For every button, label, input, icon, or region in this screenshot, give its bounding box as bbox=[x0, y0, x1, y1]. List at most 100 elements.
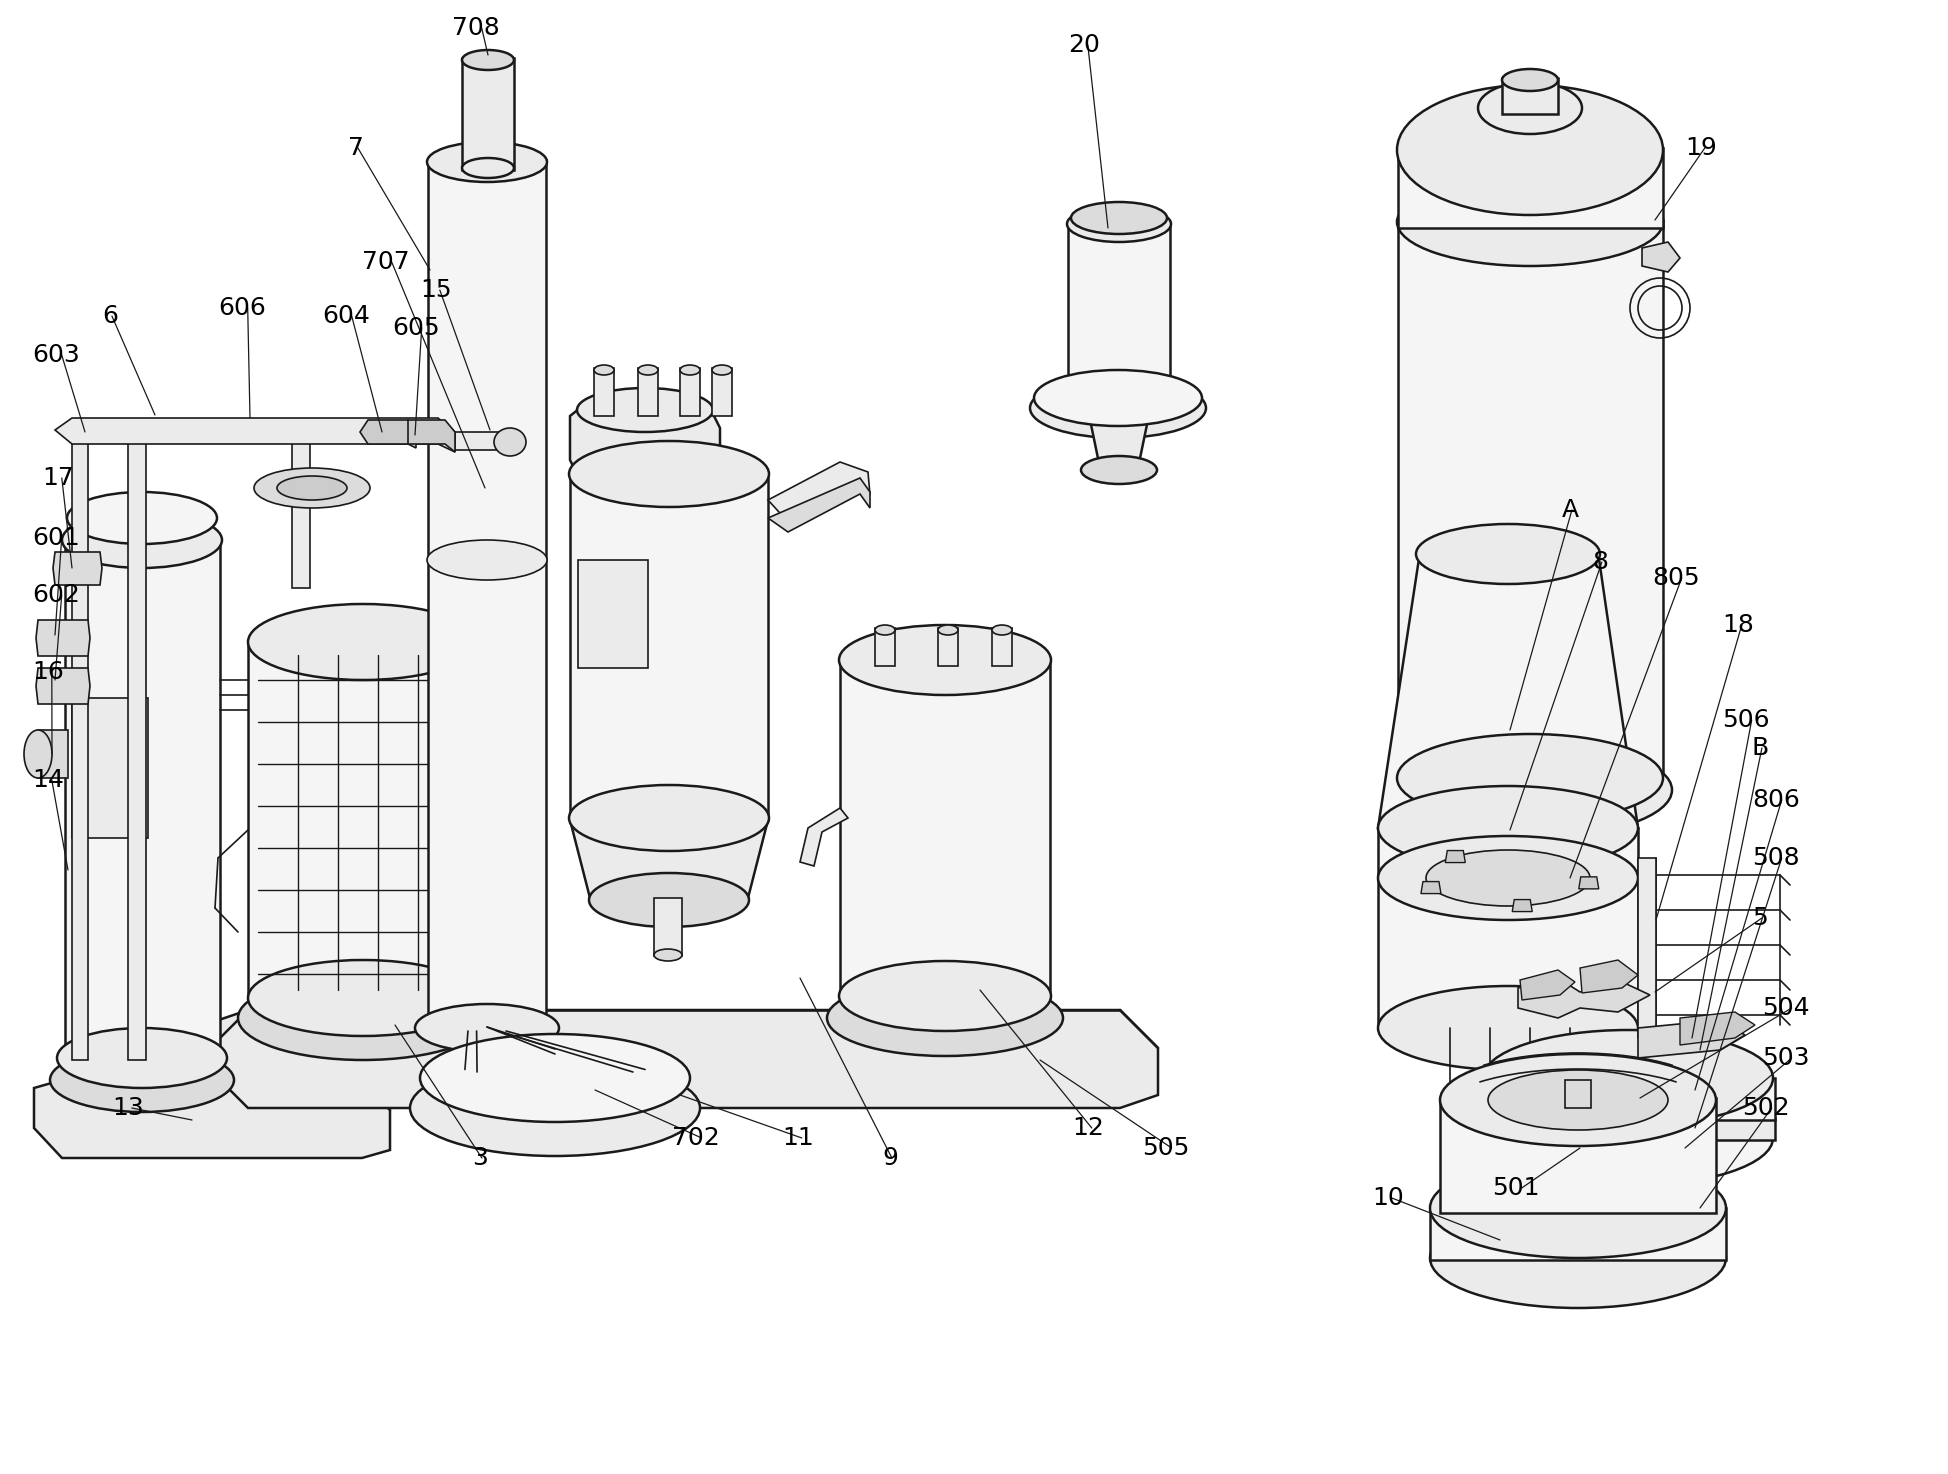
Ellipse shape bbox=[23, 730, 53, 778]
Text: 702: 702 bbox=[672, 1126, 719, 1150]
Polygon shape bbox=[571, 820, 768, 898]
Bar bbox=[655, 898, 682, 957]
Bar bbox=[292, 441, 310, 588]
Bar bbox=[1068, 223, 1171, 410]
Bar bbox=[1564, 1080, 1592, 1108]
Ellipse shape bbox=[462, 50, 514, 69]
Ellipse shape bbox=[495, 427, 526, 455]
Polygon shape bbox=[1377, 551, 1638, 828]
Ellipse shape bbox=[427, 539, 547, 579]
Text: 5: 5 bbox=[1751, 907, 1767, 930]
Ellipse shape bbox=[1081, 455, 1157, 483]
Ellipse shape bbox=[427, 142, 547, 181]
Text: 7: 7 bbox=[349, 136, 364, 161]
Text: 707: 707 bbox=[362, 251, 409, 274]
Text: A: A bbox=[1562, 498, 1580, 522]
Ellipse shape bbox=[1397, 178, 1664, 265]
Ellipse shape bbox=[828, 980, 1064, 1055]
Text: 19: 19 bbox=[1685, 136, 1716, 161]
Text: 20: 20 bbox=[1068, 32, 1101, 57]
Polygon shape bbox=[39, 730, 68, 778]
Polygon shape bbox=[801, 808, 847, 867]
Text: 16: 16 bbox=[31, 660, 64, 684]
Polygon shape bbox=[571, 472, 768, 820]
Ellipse shape bbox=[713, 366, 732, 374]
Ellipse shape bbox=[421, 1033, 690, 1122]
Text: 605: 605 bbox=[392, 315, 440, 340]
Bar bbox=[1399, 220, 1664, 780]
Ellipse shape bbox=[1377, 836, 1638, 920]
Bar bbox=[992, 628, 1013, 666]
Text: 8: 8 bbox=[1592, 550, 1607, 573]
Bar bbox=[713, 368, 732, 416]
Ellipse shape bbox=[1068, 206, 1171, 242]
Bar bbox=[594, 368, 614, 416]
Text: 708: 708 bbox=[452, 16, 501, 40]
Bar bbox=[1440, 1098, 1716, 1213]
Ellipse shape bbox=[1430, 1159, 1726, 1257]
Polygon shape bbox=[1399, 147, 1664, 228]
Polygon shape bbox=[579, 560, 649, 668]
Ellipse shape bbox=[1426, 850, 1590, 907]
Polygon shape bbox=[1638, 1020, 1745, 1058]
Ellipse shape bbox=[875, 625, 894, 635]
Text: 503: 503 bbox=[1763, 1047, 1810, 1070]
Ellipse shape bbox=[1034, 370, 1202, 426]
Polygon shape bbox=[1578, 877, 1599, 889]
Bar bbox=[456, 432, 510, 450]
Ellipse shape bbox=[247, 960, 477, 1036]
Text: 506: 506 bbox=[1722, 708, 1769, 733]
Text: 10: 10 bbox=[1371, 1187, 1405, 1210]
Polygon shape bbox=[1519, 970, 1576, 999]
Ellipse shape bbox=[1502, 69, 1558, 91]
Text: 601: 601 bbox=[31, 526, 80, 550]
Polygon shape bbox=[1517, 979, 1650, 1019]
Text: 6: 6 bbox=[101, 304, 119, 329]
Polygon shape bbox=[1679, 1013, 1755, 1045]
Bar bbox=[462, 57, 514, 170]
Polygon shape bbox=[1642, 242, 1679, 273]
Text: 806: 806 bbox=[1751, 789, 1800, 812]
Polygon shape bbox=[1089, 410, 1149, 469]
Bar bbox=[129, 441, 146, 1060]
Ellipse shape bbox=[409, 1060, 699, 1156]
Polygon shape bbox=[768, 461, 871, 522]
Polygon shape bbox=[768, 478, 871, 532]
Ellipse shape bbox=[1030, 377, 1206, 438]
Bar bbox=[1482, 1077, 1775, 1120]
Ellipse shape bbox=[1440, 1054, 1716, 1145]
Bar bbox=[1638, 858, 1656, 1038]
Ellipse shape bbox=[992, 625, 1013, 635]
Ellipse shape bbox=[1488, 1070, 1667, 1131]
Text: 606: 606 bbox=[218, 296, 265, 320]
Polygon shape bbox=[1420, 881, 1442, 893]
Text: 604: 604 bbox=[321, 304, 370, 329]
Bar bbox=[939, 628, 958, 666]
Polygon shape bbox=[360, 420, 417, 448]
Ellipse shape bbox=[56, 1027, 228, 1088]
Polygon shape bbox=[33, 1080, 390, 1159]
Text: 502: 502 bbox=[1742, 1097, 1790, 1120]
Ellipse shape bbox=[247, 604, 477, 680]
Text: 14: 14 bbox=[31, 768, 64, 792]
Ellipse shape bbox=[939, 625, 958, 635]
Bar bbox=[875, 628, 894, 666]
Polygon shape bbox=[64, 539, 220, 1060]
Polygon shape bbox=[210, 1010, 1157, 1108]
Ellipse shape bbox=[840, 625, 1052, 696]
Ellipse shape bbox=[1416, 523, 1599, 584]
Ellipse shape bbox=[462, 158, 514, 178]
Ellipse shape bbox=[569, 786, 769, 850]
Text: 501: 501 bbox=[1492, 1176, 1539, 1200]
Ellipse shape bbox=[655, 949, 682, 961]
Ellipse shape bbox=[1071, 202, 1167, 234]
Bar bbox=[429, 161, 545, 1030]
Ellipse shape bbox=[427, 1008, 547, 1048]
Ellipse shape bbox=[588, 873, 748, 927]
Polygon shape bbox=[1445, 850, 1465, 862]
Ellipse shape bbox=[277, 476, 347, 500]
Ellipse shape bbox=[62, 511, 222, 567]
Ellipse shape bbox=[238, 976, 489, 1060]
Ellipse shape bbox=[577, 388, 713, 432]
Ellipse shape bbox=[1482, 1070, 1773, 1166]
